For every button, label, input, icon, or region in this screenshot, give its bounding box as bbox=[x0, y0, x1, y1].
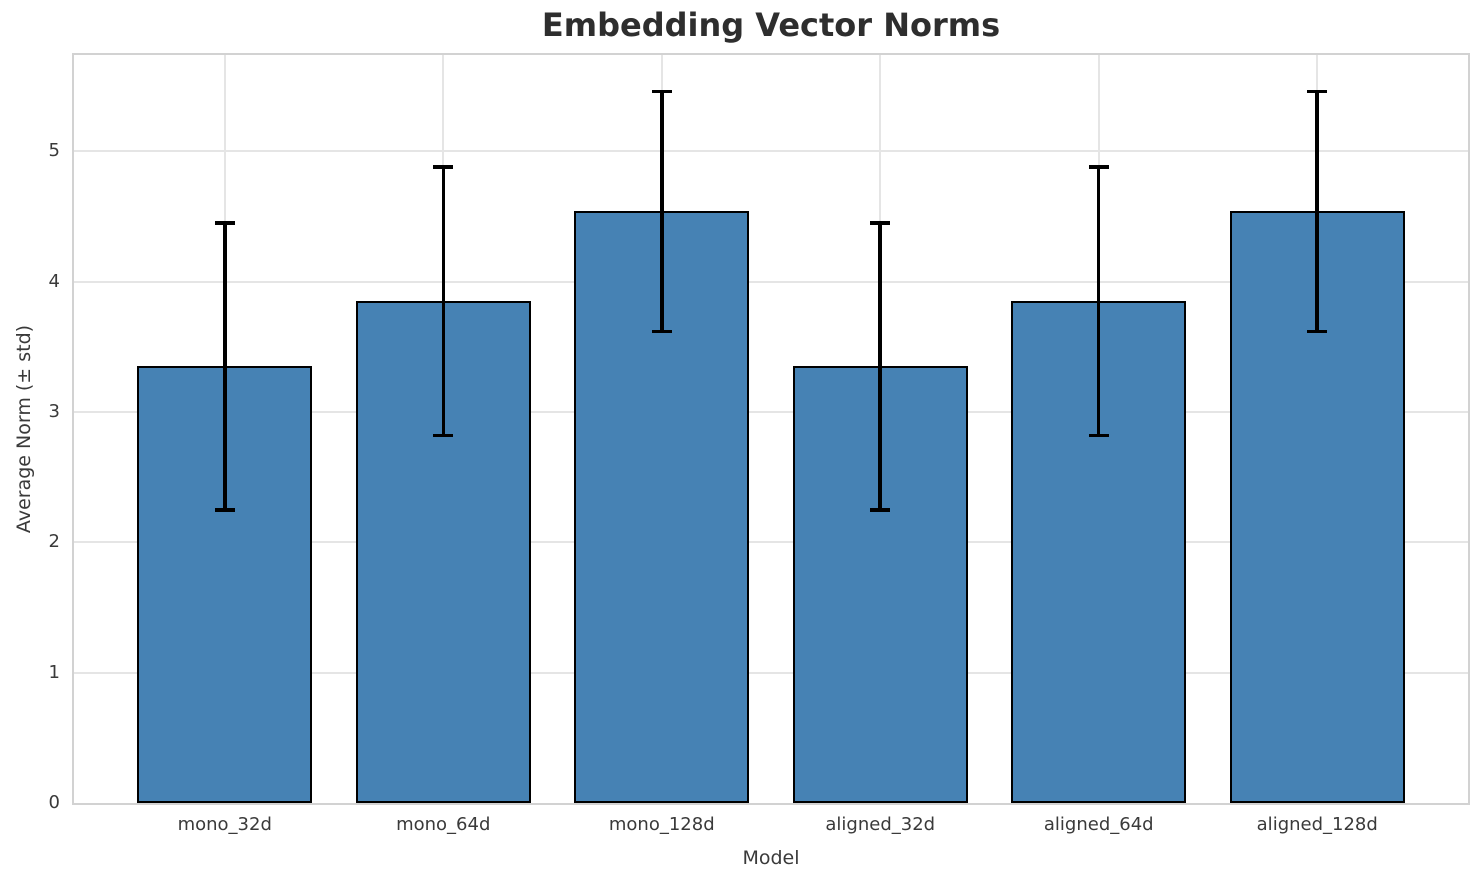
x-axis-label: Model bbox=[742, 847, 800, 869]
y-gridline bbox=[74, 150, 1468, 153]
y-tick-label: 1 bbox=[48, 661, 60, 683]
y-tick-label: 5 bbox=[48, 140, 60, 162]
y-gridline bbox=[74, 541, 1468, 544]
y-gridline bbox=[74, 280, 1468, 283]
error-cap-top-mono_64d bbox=[433, 165, 454, 169]
error-cap-bottom-mono_64d bbox=[433, 433, 454, 438]
error-cap-top-aligned_32d bbox=[870, 221, 891, 225]
y-gridline bbox=[74, 411, 1468, 414]
x-tick-label-mono_32d: mono_32d bbox=[177, 814, 272, 835]
y-tick-label: 2 bbox=[48, 531, 60, 553]
error-cap-top-aligned_64d bbox=[1088, 165, 1109, 169]
x-tick-label-mono_128d: mono_128d bbox=[608, 814, 715, 835]
y-tick-label: 0 bbox=[48, 792, 60, 813]
error-bar-mono_32d bbox=[223, 223, 227, 510]
error-cap-bottom-mono_128d bbox=[651, 329, 672, 333]
error-cap-bottom-mono_32d bbox=[214, 508, 235, 512]
y-tick-label: 3 bbox=[48, 401, 60, 423]
error-cap-bottom-aligned_32d bbox=[870, 508, 891, 512]
x-tick-label-mono_64d: mono_64d bbox=[396, 814, 491, 835]
y-axis-label: Average Norm (± std) bbox=[13, 324, 35, 534]
y-tick-label: 4 bbox=[48, 270, 60, 292]
error-cap-top-aligned_128d bbox=[1307, 89, 1328, 94]
x-tick-label-aligned_128d: aligned_128d bbox=[1256, 814, 1378, 835]
error-bar-mono_64d bbox=[441, 167, 445, 436]
plot-area: 0 1 2 3 4 5 mono_32d mono_64d mono_128d aligned_3… bbox=[49, 53, 1470, 835]
x-tick-label-aligned_32d: aligned_32d bbox=[825, 814, 936, 835]
error-bar-aligned_64d bbox=[1096, 167, 1101, 436]
error-cap-top-mono_32d bbox=[214, 221, 235, 225]
error-cap-bottom-aligned_128d bbox=[1307, 329, 1328, 333]
chart-title: Embedding Vector Norms bbox=[541, 6, 1001, 44]
error-cap-bottom-aligned_64d bbox=[1088, 433, 1109, 438]
error-bar-aligned_32d bbox=[878, 223, 882, 510]
x-tick-label-aligned_64d: aligned_64d bbox=[1043, 814, 1154, 835]
error-bar-mono_128d bbox=[660, 91, 664, 332]
error-bar-aligned_128d bbox=[1315, 91, 1319, 332]
error-cap-top-mono_128d bbox=[651, 89, 672, 94]
y-gridline bbox=[74, 671, 1468, 674]
